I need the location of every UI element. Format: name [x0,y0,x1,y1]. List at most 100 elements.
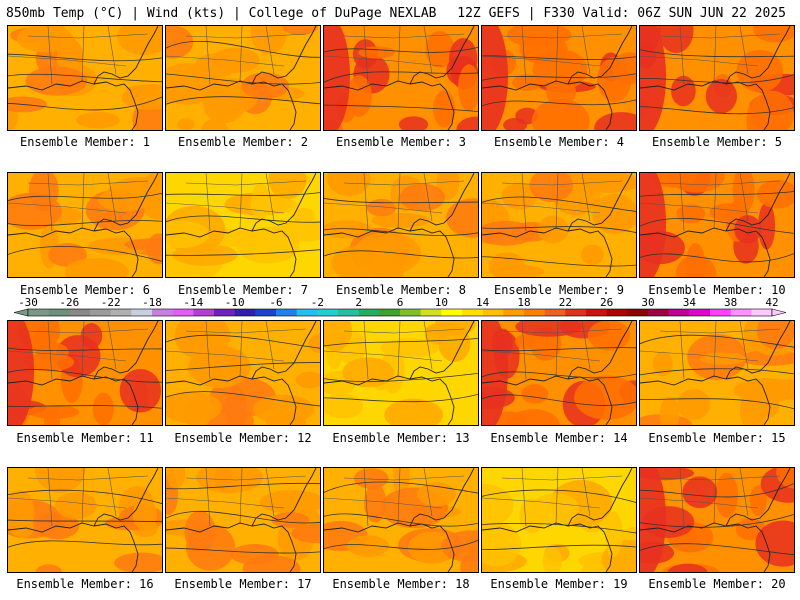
ensemble-member-map [165,467,321,573]
colorbar-swatch [586,309,607,316]
colorbar-swatch [420,309,442,316]
colorbar-swatch [296,309,318,316]
colorbar-swatch [482,309,504,316]
ensemble-member-label: Ensemble Member: 11 [16,431,154,445]
model-run-info: 12Z GEFS | F330 Valid: 06Z SUN JUN 22 20… [457,6,786,21]
colorbar-swatch [358,309,380,316]
colorbar-swatch [668,309,690,316]
ensemble-member-map [481,467,637,573]
colorbar-tick-label: 26 [600,296,613,309]
colorbar-swatch [462,309,483,316]
ensemble-member-label: Ensemble Member: 14 [490,431,628,445]
map-title: 850mb Temp (°C) | Wind (kts) | College o… [6,6,437,21]
colorbar-swatch [152,309,173,316]
ensemble-member-label: Ensemble Member: 12 [174,431,312,445]
ensemble-member-map [165,172,321,278]
ensemble-member-map [481,320,637,426]
ensemble-member-map [323,467,479,573]
colorbar-swatch [689,309,711,316]
colorbar-tick-label: 42 [765,296,778,309]
colorbar-right-arrow [771,308,787,317]
colorbar-tick-label: 10 [435,296,448,309]
colorbar-tick-label: -10 [225,296,245,309]
colorbar-swatch [193,309,215,316]
ensemble-member-label: Ensemble Member: 17 [174,577,312,591]
ensemble-member-label: Ensemble Member: 18 [332,577,470,591]
ensemble-member-label: Ensemble Member: 7 [177,283,309,297]
colorbar-swatch [400,309,421,316]
ensemble-member-map [481,172,637,278]
colorbar-swatch [627,309,649,316]
colorbar-swatch [90,309,111,316]
colorbar-tick-label: 38 [724,296,737,309]
colorbar-swatch [503,309,525,316]
colorbar-swatch [276,309,297,316]
colorbar-swatch [69,309,91,316]
ensemble-member-map [323,320,479,426]
colorbar-swatch [110,309,132,316]
colorbar-tick-label: 14 [476,296,490,309]
colorbar-swatch [338,309,359,316]
colorbar-swatch [441,309,463,316]
colorbar-swatch [131,309,153,316]
ensemble-member-label: Ensemble Member: 4 [493,135,625,149]
ensemble-member-map [639,25,795,131]
temperature-colorbar: -30 -26 -22 -18 -14 -10 -6 -2 2 6 10 14 18 22 26 30 34 38… [13,296,787,317]
ensemble-member-label: Ensemble Member: 15 [648,431,786,445]
colorbar-swatch [172,309,194,316]
colorbar-swatch [524,309,545,316]
colorbar-swatch [28,309,49,316]
ensemble-member-map [165,25,321,131]
ensemble-member-map [639,320,795,426]
ensemble-member-map [323,25,479,131]
ensemble-member-map [7,467,163,573]
colorbar-tick-label: 2 [355,296,362,309]
ensemble-member-map [639,172,795,278]
colorbar-swatch [379,309,401,316]
ensemble-member-label: Ensemble Member: 2 [177,135,309,149]
ensemble-member-map [7,172,163,278]
colorbar-tick-label: -14 [183,296,203,309]
colorbar-tick-label: -26 [59,296,79,309]
colorbar-tick-label: -30 [18,296,38,309]
colorbar-swatch [751,309,773,316]
ensemble-member-label: Ensemble Member: 6 [19,283,151,297]
ensemble-member-label: Ensemble Member: 10 [648,283,786,297]
ensemble-member-label: Ensemble Member: 20 [648,577,786,591]
colorbar-tick-label: -18 [142,296,162,309]
ensemble-member-label: Ensemble Member: 16 [16,577,154,591]
ensemble-member-label: Ensemble Member: 13 [332,431,470,445]
colorbar-swatch [234,309,256,316]
colorbar-tick-label: -6 [269,296,282,309]
colorbar-swatch [730,309,752,316]
ensemble-member-label: Ensemble Member: 1 [19,135,151,149]
ensemble-member-map [639,467,795,573]
colorbar-swatch [317,309,339,316]
ensemble-member-label: Ensemble Member: 3 [335,135,467,149]
ensemble-member-label: Ensemble Member: 5 [651,135,783,149]
colorbar-swatch [255,309,277,316]
ensemble-member-label: Ensemble Member: 19 [490,577,628,591]
ensemble-member-label: Ensemble Member: 9 [493,283,625,297]
ensemble-member-label: Ensemble Member: 8 [335,283,467,297]
colorbar-tick-label: -22 [101,296,121,309]
ensemble-member-map [7,25,163,131]
ensemble-member-map [323,172,479,278]
ensemble-member-map [481,25,637,131]
colorbar-tick-label: -2 [311,296,324,309]
colorbar-swatch [710,309,731,316]
colorbar-swatch [544,309,566,316]
colorbar-tick-label: 30 [641,296,654,309]
colorbar-left-arrow [13,308,29,317]
colorbar-swatch [214,309,235,316]
colorbar-tick-label: 22 [559,296,572,309]
colorbar-tick-label: 6 [397,296,404,309]
colorbar-swatch [48,309,70,316]
ensemble-member-map [165,320,321,426]
colorbar-tick-label: 34 [683,296,697,309]
colorbar-swatch [648,309,669,316]
colorbar-swatch [606,309,628,316]
colorbar-swatch [565,309,587,316]
colorbar-tick-label: 18 [517,296,530,309]
ensemble-member-map [7,320,163,426]
